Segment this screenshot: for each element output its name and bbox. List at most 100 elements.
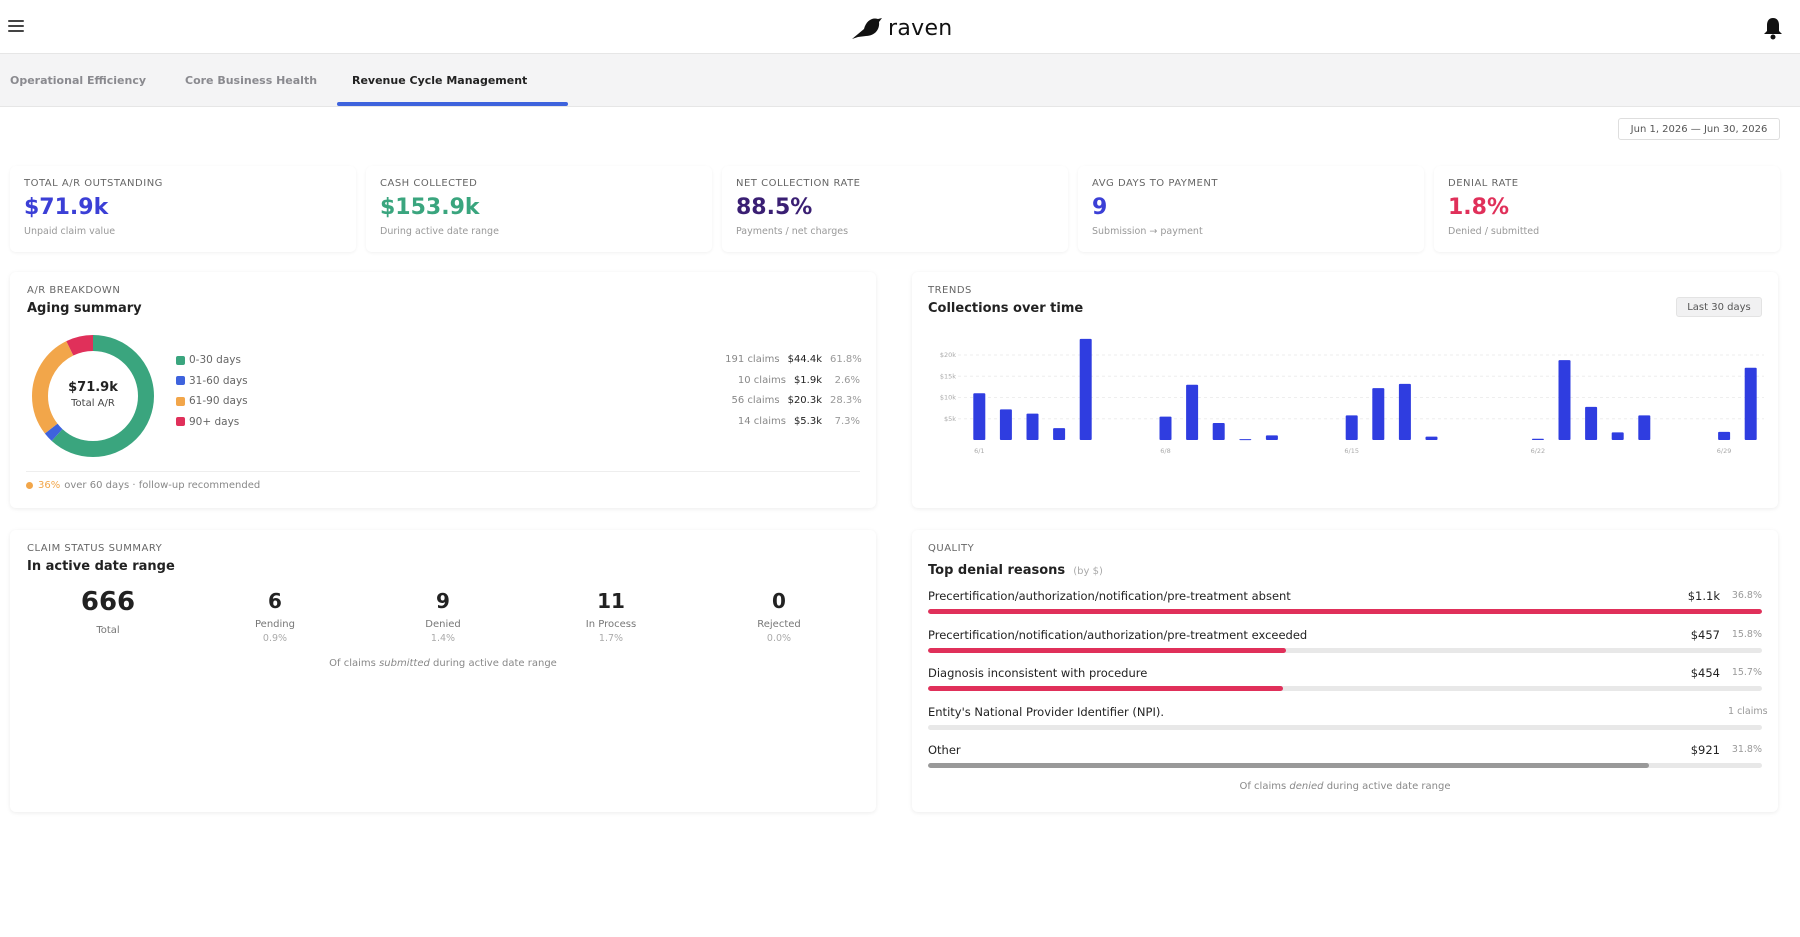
aging-note-pct: 36% bbox=[38, 480, 61, 491]
aging-row: 56 claims $20.3k 28.3% bbox=[620, 395, 862, 406]
collection-bar[interactable] bbox=[1159, 416, 1172, 440]
kpi-card: NET COLLECTION RATE 88.5% Payments / net c… bbox=[722, 166, 1068, 252]
collection-bar[interactable] bbox=[1638, 415, 1651, 440]
hamburger-menu-icon[interactable] bbox=[8, 20, 24, 32]
in-process-label: In Process bbox=[585, 619, 637, 630]
aging-row: 191 claims $44.4k 61.8% bbox=[620, 354, 862, 365]
denial-reason-pct: 15.7% bbox=[1731, 667, 1762, 678]
collection-bar[interactable] bbox=[1585, 406, 1598, 440]
tab-core-business-health[interactable]: Core Business Health bbox=[185, 74, 318, 87]
legend-swatch bbox=[176, 376, 185, 385]
collection-bar[interactable] bbox=[1531, 438, 1544, 440]
collection-bar[interactable] bbox=[1239, 439, 1252, 441]
kpi-label: AVG DAYS TO PAYMENT bbox=[1092, 178, 1218, 189]
denial-reason-bar-fill bbox=[928, 609, 1762, 614]
kpi-card: AVG DAYS TO PAYMENT 9 Submission → payment bbox=[1078, 166, 1424, 252]
rejected-value: 0 bbox=[772, 589, 786, 613]
denials-footnote-prefix: Of claims bbox=[1239, 781, 1287, 792]
warning-dot-icon bbox=[26, 482, 33, 489]
tab-operational-efficiency[interactable]: Operational Efficiency bbox=[10, 74, 147, 87]
aging-amount: $1.9k bbox=[793, 374, 822, 386]
denials-title-suffix: (by $) bbox=[1073, 566, 1103, 577]
denied-value: 9 bbox=[436, 589, 450, 613]
aging-pct: 28.3% bbox=[830, 395, 862, 406]
tab-bar: Operational Efficiency Core Business Hea… bbox=[0, 54, 1800, 107]
collection-bar[interactable] bbox=[1026, 413, 1039, 440]
collection-bar[interactable] bbox=[1372, 388, 1385, 440]
date-range-picker[interactable]: Jun 1, 2026 — Jun 30, 2026 bbox=[1618, 118, 1780, 140]
kpi-value: 9 bbox=[1092, 195, 1108, 220]
y-tick-label: $10k bbox=[940, 394, 956, 402]
trends-kicker: TRENDS bbox=[928, 285, 972, 296]
denials-kicker: QUALITY bbox=[928, 543, 975, 554]
collection-bar[interactable] bbox=[1053, 428, 1066, 440]
denial-reason-label: Entity's National Provider Identifier (N… bbox=[928, 704, 1164, 719]
pending-value: 6 bbox=[268, 589, 282, 613]
rejected-label: Rejected bbox=[757, 619, 801, 630]
donut-segment bbox=[32, 335, 154, 457]
bell-icon[interactable] bbox=[1762, 16, 1784, 40]
kpi-card: CASH COLLECTED $153.9k During active date … bbox=[366, 166, 712, 252]
rejected-pct: 0.0% bbox=[766, 633, 792, 644]
aging-claims: 14 claims bbox=[737, 415, 786, 427]
aging-claims: 56 claims bbox=[731, 395, 780, 406]
collection-bar[interactable] bbox=[1079, 338, 1092, 440]
collection-bar[interactable] bbox=[1398, 383, 1411, 440]
trends-title: Collections over time bbox=[928, 301, 1084, 316]
legend-swatch bbox=[176, 396, 185, 406]
legend-label: 90+ days bbox=[189, 415, 240, 428]
x-tick-label: 6/8 bbox=[1160, 447, 1170, 455]
collection-bar[interactable] bbox=[999, 409, 1012, 440]
kpi-label: DENIAL RATE bbox=[1448, 178, 1519, 189]
aging-kicker: A/R BREAKDOWN bbox=[27, 285, 121, 296]
pending-pct: 0.9% bbox=[262, 633, 288, 644]
aging-legend-item: 90+ days bbox=[176, 416, 239, 428]
collection-bar[interactable] bbox=[1186, 384, 1199, 440]
collection-bar[interactable] bbox=[1718, 431, 1731, 440]
kpi-value: 88.5% bbox=[736, 195, 813, 220]
denials-title-group: Top denial reasons (by $) bbox=[928, 559, 1103, 578]
trends-card bbox=[912, 272, 1778, 508]
y-tick-label: $20k bbox=[940, 351, 956, 359]
denials-footnote: Of claims denied during active date rang… bbox=[912, 781, 1778, 792]
collection-bar[interactable] bbox=[973, 393, 986, 440]
denial-reason-bar-track bbox=[928, 686, 1762, 691]
kpi-card: TOTAL A/R OUTSTANDING $71.9k Unpaid claim … bbox=[10, 166, 356, 252]
y-tick-label: $5k bbox=[944, 415, 956, 423]
aging-amount: $5.3k bbox=[793, 415, 822, 427]
raven-bird-icon bbox=[852, 18, 882, 39]
total-claims-label: Total bbox=[96, 625, 120, 636]
collection-bar[interactable] bbox=[1265, 435, 1278, 440]
aging-legend-item: 0-30 days bbox=[176, 354, 241, 366]
kpi-subtitle: Payments / net charges bbox=[736, 226, 849, 237]
legend-swatch bbox=[176, 355, 185, 365]
collection-bar[interactable] bbox=[1212, 423, 1225, 440]
denials-footnote-suffix: during active date range bbox=[1326, 781, 1451, 792]
collection-bar[interactable] bbox=[1345, 415, 1358, 440]
aging-pct: 61.8% bbox=[830, 354, 862, 365]
collection-bar[interactable] bbox=[1611, 432, 1624, 440]
aging-note-text: over 60 days · follow-up recommended bbox=[64, 480, 261, 491]
logo[interactable]: raven bbox=[850, 12, 953, 44]
denial-reason-bar-track bbox=[928, 647, 1762, 653]
claims-kicker: CLAIM STATUS SUMMARY bbox=[27, 543, 163, 554]
collection-bar[interactable] bbox=[1558, 360, 1571, 440]
denial-reason-label: Precertification/authorization/notificat… bbox=[928, 589, 1291, 603]
total-claims-value: 666 bbox=[80, 587, 136, 617]
collection-bar[interactable] bbox=[1425, 436, 1438, 440]
denial-reason-label: Diagnosis inconsistent with procedure bbox=[928, 666, 1148, 680]
denial-reason-bar-track bbox=[928, 763, 1762, 768]
in-process-value: 11 bbox=[597, 589, 625, 613]
kpi-card: DENIAL RATE 1.8% Denied / submitted bbox=[1434, 166, 1780, 252]
last-30-days-button[interactable]: Last 30 days bbox=[1676, 297, 1762, 317]
claim-status-card bbox=[10, 530, 876, 812]
in-process-pct: 1.7% bbox=[598, 633, 624, 644]
donut-center-label: Total A/R bbox=[71, 398, 115, 409]
aging-donut-chart bbox=[32, 335, 154, 457]
kpi-value: 1.8% bbox=[1448, 195, 1510, 220]
collection-bar[interactable] bbox=[1744, 367, 1757, 440]
x-tick-label: 6/15 bbox=[1344, 447, 1359, 455]
aging-pct: 7.3% bbox=[834, 415, 860, 427]
tab-revenue-cycle-management[interactable]: Revenue Cycle Management bbox=[352, 74, 528, 87]
kpi-label: CASH COLLECTED bbox=[380, 178, 478, 189]
